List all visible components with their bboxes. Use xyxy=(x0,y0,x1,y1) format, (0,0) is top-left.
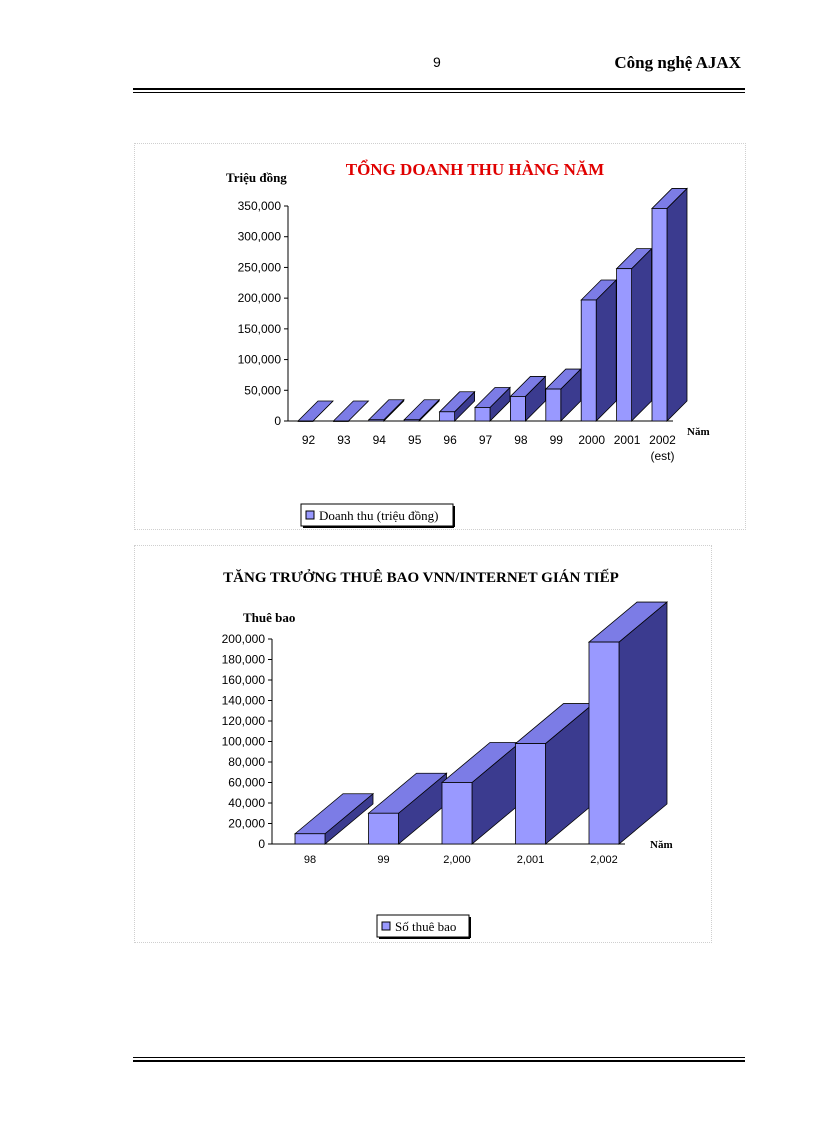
legend-label: Doanh thu (triệu đồng) xyxy=(319,508,439,523)
y-tick-label: 100,000 xyxy=(238,353,282,367)
subscriber-chart: TĂNG TRƯỞNG THUÊ BAO VNN/INTERNET GIÁN T… xyxy=(222,569,673,939)
footer-rule-thin xyxy=(133,1057,745,1058)
header-title: Công nghệ AJAX xyxy=(614,53,741,72)
bar xyxy=(368,419,385,422)
x-axis-label: Năm xyxy=(687,426,710,438)
x-axis-label: Năm xyxy=(650,839,673,851)
y-tick-label: 160,000 xyxy=(222,673,266,687)
y-tick-label: 60,000 xyxy=(228,776,265,790)
bar xyxy=(439,411,456,422)
x-tick-label: 93 xyxy=(337,433,351,447)
bar xyxy=(474,407,491,422)
bar xyxy=(580,299,597,422)
x-tick-label: 96 xyxy=(443,433,457,447)
y-tick-label: 180,000 xyxy=(222,653,266,667)
bar xyxy=(441,782,473,845)
x-tick-label: 2001 xyxy=(614,433,641,447)
y-tick-label: 100,000 xyxy=(222,735,266,749)
y-tick-label: 120,000 xyxy=(222,714,266,728)
bar xyxy=(545,388,562,422)
x-tick-label: 2,002 xyxy=(590,854,618,866)
y-tick-label: 250,000 xyxy=(238,260,282,274)
page-number: 9 xyxy=(433,54,441,70)
y-axis-label: Thuê bao xyxy=(243,610,295,625)
y-tick-label: 80,000 xyxy=(228,755,265,769)
legend-label: Số thuê bao xyxy=(395,919,456,934)
subscriber-chart-frame: TĂNG TRƯỞNG THUÊ BAO VNN/INTERNET GIÁN T… xyxy=(134,545,712,943)
bar xyxy=(616,268,633,422)
x-tick-label: 98 xyxy=(514,433,528,447)
header-rule-thin xyxy=(133,92,745,93)
bar-side xyxy=(595,279,617,422)
y-tick-label: 0 xyxy=(274,414,281,428)
y-axis-label: Triệu đồng xyxy=(226,170,287,185)
y-tick-label: 200,000 xyxy=(222,632,266,646)
y-tick-label: 200,000 xyxy=(238,291,282,305)
footer-rule-thick xyxy=(133,1060,745,1062)
bar xyxy=(294,833,326,845)
y-tick-label: 300,000 xyxy=(238,230,282,244)
x-tick-label: 2000 xyxy=(578,433,605,447)
x-tick-label: 2,000 xyxy=(443,854,471,866)
x-tick-label: 94 xyxy=(373,433,387,447)
y-tick-label: 150,000 xyxy=(238,322,282,336)
header-rule-thick xyxy=(133,88,745,90)
bar-top xyxy=(367,399,405,421)
y-tick-label: 0 xyxy=(258,837,265,851)
x-tick-label: 92 xyxy=(302,433,316,447)
bar xyxy=(368,812,399,845)
y-tick-label: 350,000 xyxy=(238,199,282,213)
bar-top xyxy=(332,400,370,422)
bar-side xyxy=(618,601,668,845)
bar xyxy=(297,420,314,422)
bar xyxy=(403,419,420,422)
bar xyxy=(509,396,526,422)
y-tick-label: 20,000 xyxy=(228,817,265,831)
x-tick-label: 2,001 xyxy=(517,854,545,866)
y-tick-label: 40,000 xyxy=(228,796,265,810)
bar xyxy=(651,208,668,422)
bar-top xyxy=(403,399,441,421)
x-tick-label: 99 xyxy=(550,433,564,447)
x-tick-label: 99 xyxy=(377,854,389,866)
legend-swatch xyxy=(381,921,391,931)
x-tick-label: 98 xyxy=(304,854,316,866)
legend-swatch xyxy=(305,510,315,520)
x-tick-label: (est) xyxy=(651,449,675,463)
chart-title: TỔNG DOANH THU HÀNG NĂM xyxy=(346,159,604,179)
y-tick-label: 50,000 xyxy=(244,383,281,397)
chart-title: TĂNG TRƯỞNG THUÊ BAO VNN/INTERNET GIÁN T… xyxy=(223,569,619,586)
bar-side xyxy=(666,187,688,422)
revenue-chart: TỔNG DOANH THU HÀNG NĂM Triệu đồng Năm 0 50,… xyxy=(226,159,710,528)
revenue-chart-frame: TỔNG DOANH THU HÀNG NĂM Triệu đồng Năm 0 50,… xyxy=(134,143,746,530)
y-tick-label: 140,000 xyxy=(222,694,266,708)
bar xyxy=(515,743,546,845)
bar xyxy=(332,420,349,422)
x-tick-label: 95 xyxy=(408,433,422,447)
x-tick-label: 2002 xyxy=(649,433,676,447)
bar-side xyxy=(631,247,652,422)
bar-top xyxy=(297,400,334,422)
bar xyxy=(588,641,620,845)
x-tick-label: 97 xyxy=(479,433,493,447)
